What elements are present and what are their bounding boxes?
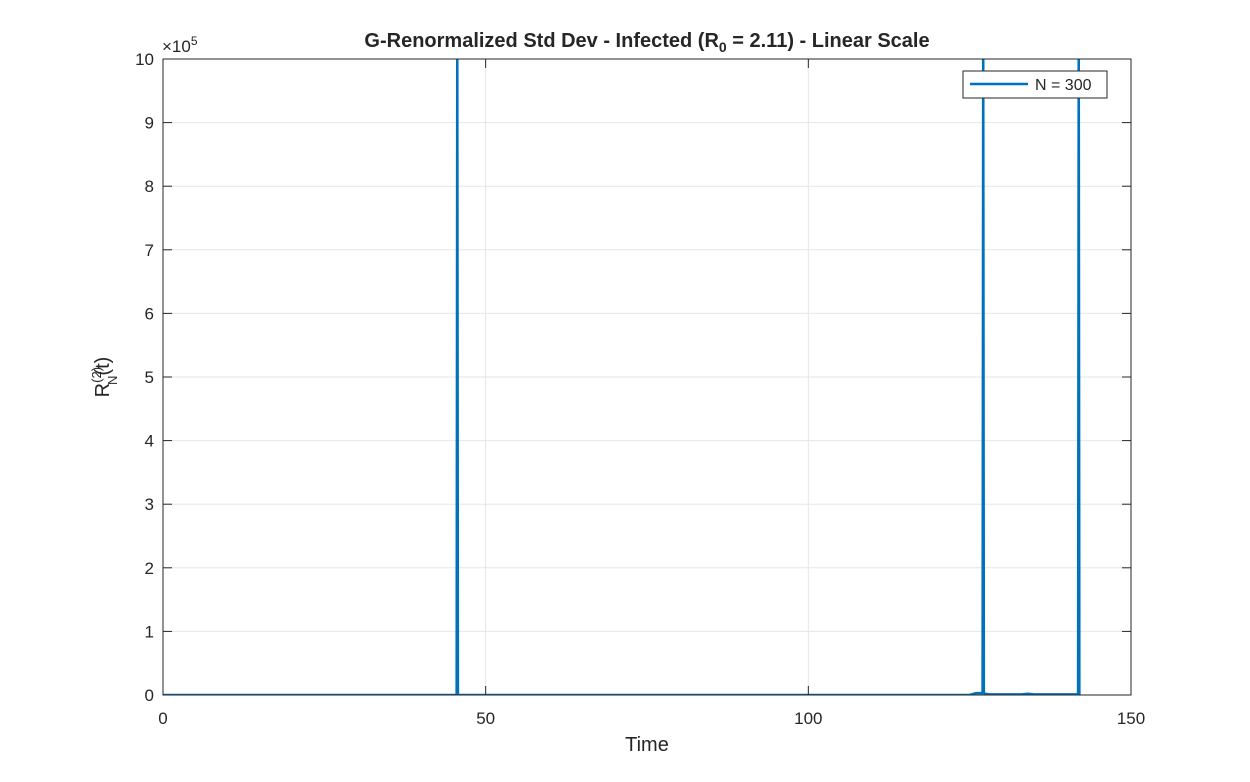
x-tick-label: 150 xyxy=(1117,709,1145,728)
y-tick-label: 4 xyxy=(145,432,154,451)
legend-label: N = 300 xyxy=(1035,77,1092,94)
y-tick-label: 10 xyxy=(135,50,154,69)
y-tick-label: 3 xyxy=(145,495,154,514)
y-tick-label: 9 xyxy=(145,114,154,133)
y-tick-label: 2 xyxy=(145,559,154,578)
y-axis-exponent: ×105 xyxy=(162,34,198,56)
x-tick-label: 50 xyxy=(476,709,495,728)
axes xyxy=(162,58,1132,696)
y-tick-label: 0 xyxy=(145,686,154,705)
y-tick-label: 8 xyxy=(145,177,154,196)
x-tick-label: 100 xyxy=(794,709,822,728)
y-tick-label: 6 xyxy=(145,304,154,323)
legend: N = 300 xyxy=(962,70,1108,99)
chart-title: G-Renormalized Std Dev - Infected (R0 = … xyxy=(364,30,929,55)
x-tick-label: 0 xyxy=(158,709,167,728)
tick-labels: 0 50 100 150 0 1 2 3 4 5 6 7 8 9 10 xyxy=(135,50,1145,728)
x-axis-label: Time xyxy=(625,734,669,756)
y-tick-label: 7 xyxy=(145,241,154,260)
y-axis-label: R(2)N(t) xyxy=(89,357,120,398)
y-tick-label: 5 xyxy=(145,368,154,387)
series-line xyxy=(163,59,1081,695)
series-layer xyxy=(163,59,1081,695)
y-tick-label: 1 xyxy=(145,622,154,641)
axes-box xyxy=(162,58,1132,696)
